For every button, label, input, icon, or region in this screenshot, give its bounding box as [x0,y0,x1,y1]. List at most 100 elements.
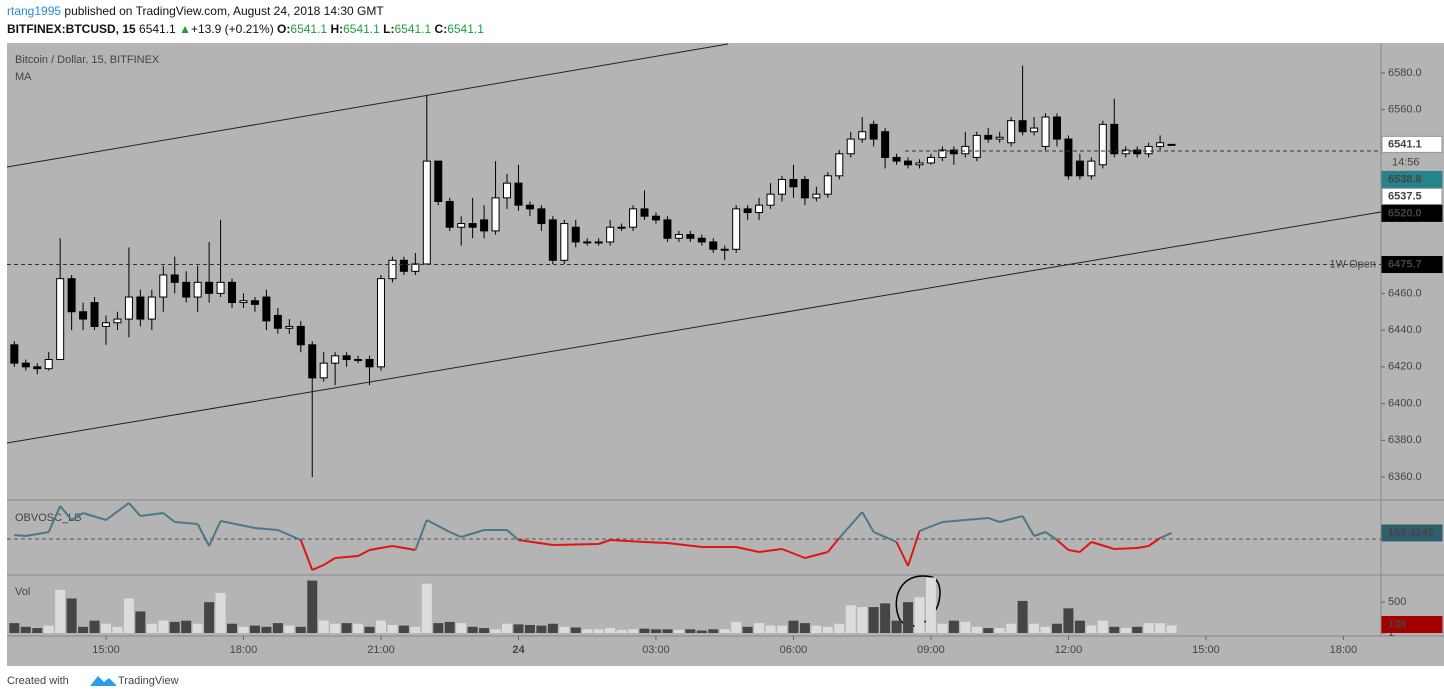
obv-segment [644,541,668,544]
candle-body [90,302,99,327]
obv-segment [861,511,875,533]
volume-bar [215,592,226,633]
candle-body [113,318,122,324]
volume-bar [639,628,650,633]
volume-bar [249,625,260,633]
candle-body [583,241,592,244]
candle-body [949,149,958,155]
candle-body [823,175,832,195]
candle-body [10,344,19,364]
obv-segment [254,527,278,531]
y-tick-label: 6360.0 [1388,471,1422,483]
volume-bar [513,624,524,633]
obv-segment [140,512,164,517]
candle-body [1041,116,1050,147]
o: 6541.1 [290,22,327,36]
author[interactable]: rtang1995 [7,4,61,18]
c: 6541.1 [447,22,484,36]
candle-body [365,358,374,368]
candle-body [915,162,924,166]
volume-bar [983,628,994,633]
level-name: 1W Open [1330,258,1376,270]
obv-segment [1033,531,1046,537]
candle-body [1167,143,1176,146]
obv-segment [14,534,26,537]
candle-body [1098,123,1107,166]
volume-bar [318,620,329,633]
volume-bar [261,626,272,633]
candle-body [548,219,557,261]
volume-bar [20,626,31,633]
price-marker: 6520.0 [1388,207,1422,219]
candle-body [777,178,786,195]
candle-body [399,259,408,272]
volume-bar [1051,623,1062,633]
candle-body [273,314,282,329]
volume-bar [467,626,478,633]
obv-segment [1068,549,1081,553]
y-tick-label: 6440.0 [1388,324,1422,336]
candle-body [709,241,718,250]
volume-bar [398,625,409,633]
obv-segment [873,531,897,543]
obv-segment [1159,532,1172,539]
candle-body [491,197,500,232]
volume-bar [341,623,352,633]
volume-bar [570,627,581,633]
candle-body [732,208,741,250]
candle-body [972,134,981,158]
candle-body [331,355,340,364]
candle-body [904,160,913,166]
volume-bar [605,628,616,633]
x-tick-label: 18:00 [1330,644,1358,656]
time-axis [7,636,1444,666]
obv-segment [460,529,485,538]
volume-bar [593,629,604,633]
candle-body [182,281,191,298]
candle-body [124,296,133,320]
candle-body [846,138,855,155]
candle-body [239,300,248,304]
volume-bar [1132,626,1143,633]
obv-value: 159.4242 [1388,527,1434,539]
candle-body [285,325,294,329]
y-tick-label: 6460.0 [1388,287,1422,299]
y-tick-label: 6580.0 [1388,67,1422,79]
candle-body [674,234,683,239]
candle-body [1030,127,1039,133]
obv-segment [999,515,1023,523]
price-marker-box [1381,170,1443,188]
volume-bar [811,625,822,633]
volume-bar [284,625,295,633]
candle-body [1087,160,1096,177]
candle-body [606,226,615,243]
last: 6541.1 [139,22,176,36]
candle-body [67,278,76,313]
obv-value-box [1381,524,1443,542]
footer-brand[interactable]: TradingView [118,675,179,687]
candle-body [812,193,821,199]
obv-segment [1056,539,1070,551]
obv-segment [174,521,198,525]
volume-bar [66,598,77,633]
published: published on TradingView.com, August 24,… [64,4,384,18]
volume-bar [227,623,238,633]
price-marker-box [1381,187,1443,205]
x-tick-label: 03:00 [642,644,670,656]
volume-bar [845,605,856,633]
volume-bar [43,625,54,633]
obv-segment [357,549,370,557]
volume-bar [673,629,684,633]
obv-segment [552,543,599,546]
chart-area [7,43,1381,636]
candle-body [892,156,901,162]
volume-bar [880,603,891,633]
candle-body [21,362,30,368]
obv-segment [392,545,416,551]
x-tick-label: 18:00 [230,644,258,656]
volume-bar [960,621,971,633]
candle-body [514,182,523,206]
volume-bar [857,607,868,633]
volume-bar [375,620,386,633]
